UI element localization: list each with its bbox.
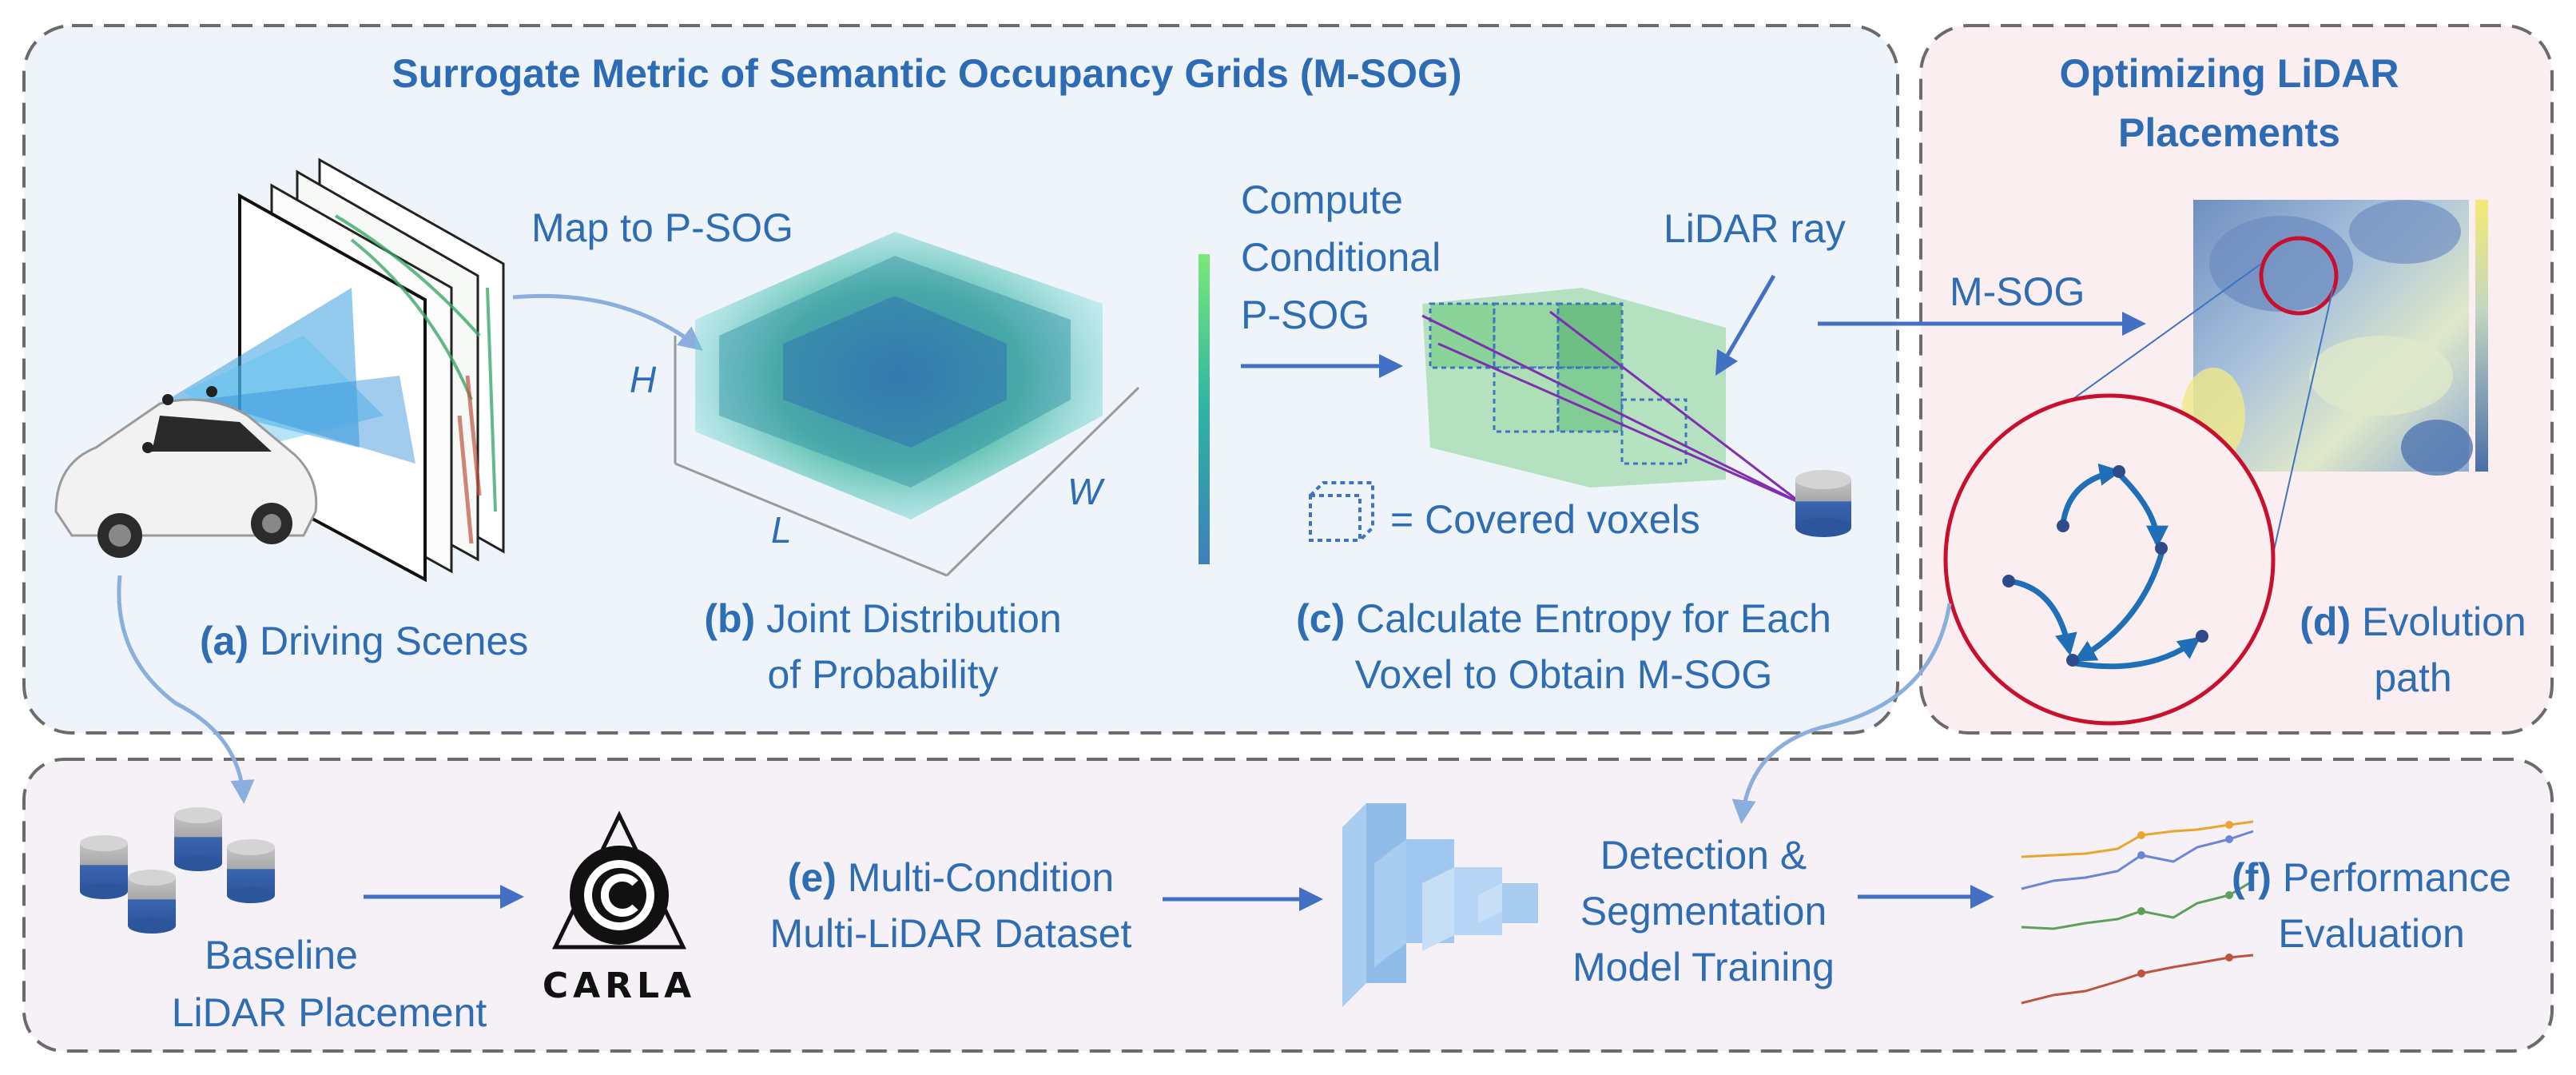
training-line3: Model Training bbox=[1572, 945, 1835, 989]
carla-wordmark: CARLA bbox=[542, 966, 697, 1006]
probability-colorbar bbox=[1199, 254, 1210, 564]
covered-voxel-legend-icon bbox=[1309, 481, 1374, 542]
caption-b-line1: (b) Joint Distribution bbox=[704, 595, 1061, 643]
caption-c-line2: Voxel to Obtain M-SOG bbox=[1354, 652, 1773, 697]
evolution-to-training-arrow bbox=[1731, 603, 1952, 824]
axis-w-label: W bbox=[1067, 471, 1103, 512]
caption-e-line2: Multi-LiDAR Dataset bbox=[769, 911, 1132, 956]
performance-plots bbox=[2021, 820, 2254, 1005]
map-arrow bbox=[512, 293, 703, 351]
caption-c-text1: Calculate Entropy for Each bbox=[1356, 596, 1831, 641]
lidar-ray-pointer bbox=[1715, 274, 1776, 376]
lidar-ray-label: LiDAR ray bbox=[1664, 206, 1846, 251]
caption-f-line2: Evaluation bbox=[2278, 911, 2465, 956]
carla-logo bbox=[552, 810, 686, 950]
caption-a-tag: (a) bbox=[200, 619, 249, 663]
caption-b-text1: Joint Distribution bbox=[766, 596, 1062, 641]
caption-a-text: Driving Scenes bbox=[260, 619, 529, 663]
training-line2: Segmentation bbox=[1580, 889, 1827, 934]
covered-voxels-label: = Covered voxels bbox=[1390, 497, 1700, 542]
caption-b-tag: (b) bbox=[704, 596, 756, 641]
opt-panel-title-line2: Placements bbox=[2118, 110, 2340, 155]
caption-d-line1: (d) Evolution bbox=[2300, 598, 2526, 646]
msog-panel-title: Surrogate Metric of Semantic Occupancy G… bbox=[392, 51, 1462, 96]
caption-a: (a) Driving Scenes bbox=[200, 617, 528, 665]
msog-heatmap bbox=[1977, 200, 2488, 572]
caption-e-line1: (e) Multi-Condition bbox=[788, 854, 1115, 902]
psog-axes bbox=[674, 336, 1140, 577]
caption-d-text1: Evolution bbox=[2362, 599, 2526, 644]
caption-b-line2: of Probability bbox=[767, 652, 999, 697]
caption-e-text1: Multi-Condition bbox=[847, 855, 1115, 900]
caption-c-line1: (c) Calculate Entropy for Each bbox=[1296, 595, 1831, 643]
baseline-lidar-icons bbox=[80, 807, 275, 934]
msog-map-label: M-SOG bbox=[1950, 269, 2085, 314]
axis-l-label: L bbox=[771, 509, 792, 551]
baseline-line2: LiDAR Placement bbox=[171, 990, 487, 1035]
caption-f-tag: (f) bbox=[2231, 855, 2272, 900]
training-line1: Detection & bbox=[1600, 833, 1807, 878]
map-to-psog-label: Map to P-SOG bbox=[531, 205, 793, 250]
compute-label-line1: Compute bbox=[1241, 177, 1403, 222]
compute-label-line3: P-SOG bbox=[1241, 293, 1370, 337]
training-panel bbox=[22, 758, 2554, 1053]
baseline-line1: Baseline bbox=[205, 933, 358, 977]
caption-d-line2: path bbox=[2374, 655, 2452, 700]
vehicle bbox=[54, 386, 318, 558]
opt-panel-title-line1: Optimizing LiDAR bbox=[2059, 51, 2399, 96]
evolution-path-zoom bbox=[1943, 393, 2276, 726]
conditional-voxels bbox=[1421, 288, 1803, 505]
caption-d-tag: (d) bbox=[2300, 599, 2351, 644]
caption-f-text1: Performance bbox=[2282, 855, 2512, 900]
network-blocks bbox=[1342, 803, 1538, 1007]
axis-h-label: H bbox=[630, 359, 657, 400]
caption-e-tag: (e) bbox=[787, 855, 837, 900]
scenes-to-baseline-arrow bbox=[117, 575, 255, 804]
caption-c-tag: (c) bbox=[1296, 596, 1346, 641]
caption-f-line1: (f) Performance bbox=[2232, 854, 2511, 902]
lidar-sensor-icon bbox=[1795, 470, 1851, 537]
psog-voxel-cube bbox=[695, 232, 1103, 520]
compute-label-line2: Conditional bbox=[1241, 235, 1441, 280]
